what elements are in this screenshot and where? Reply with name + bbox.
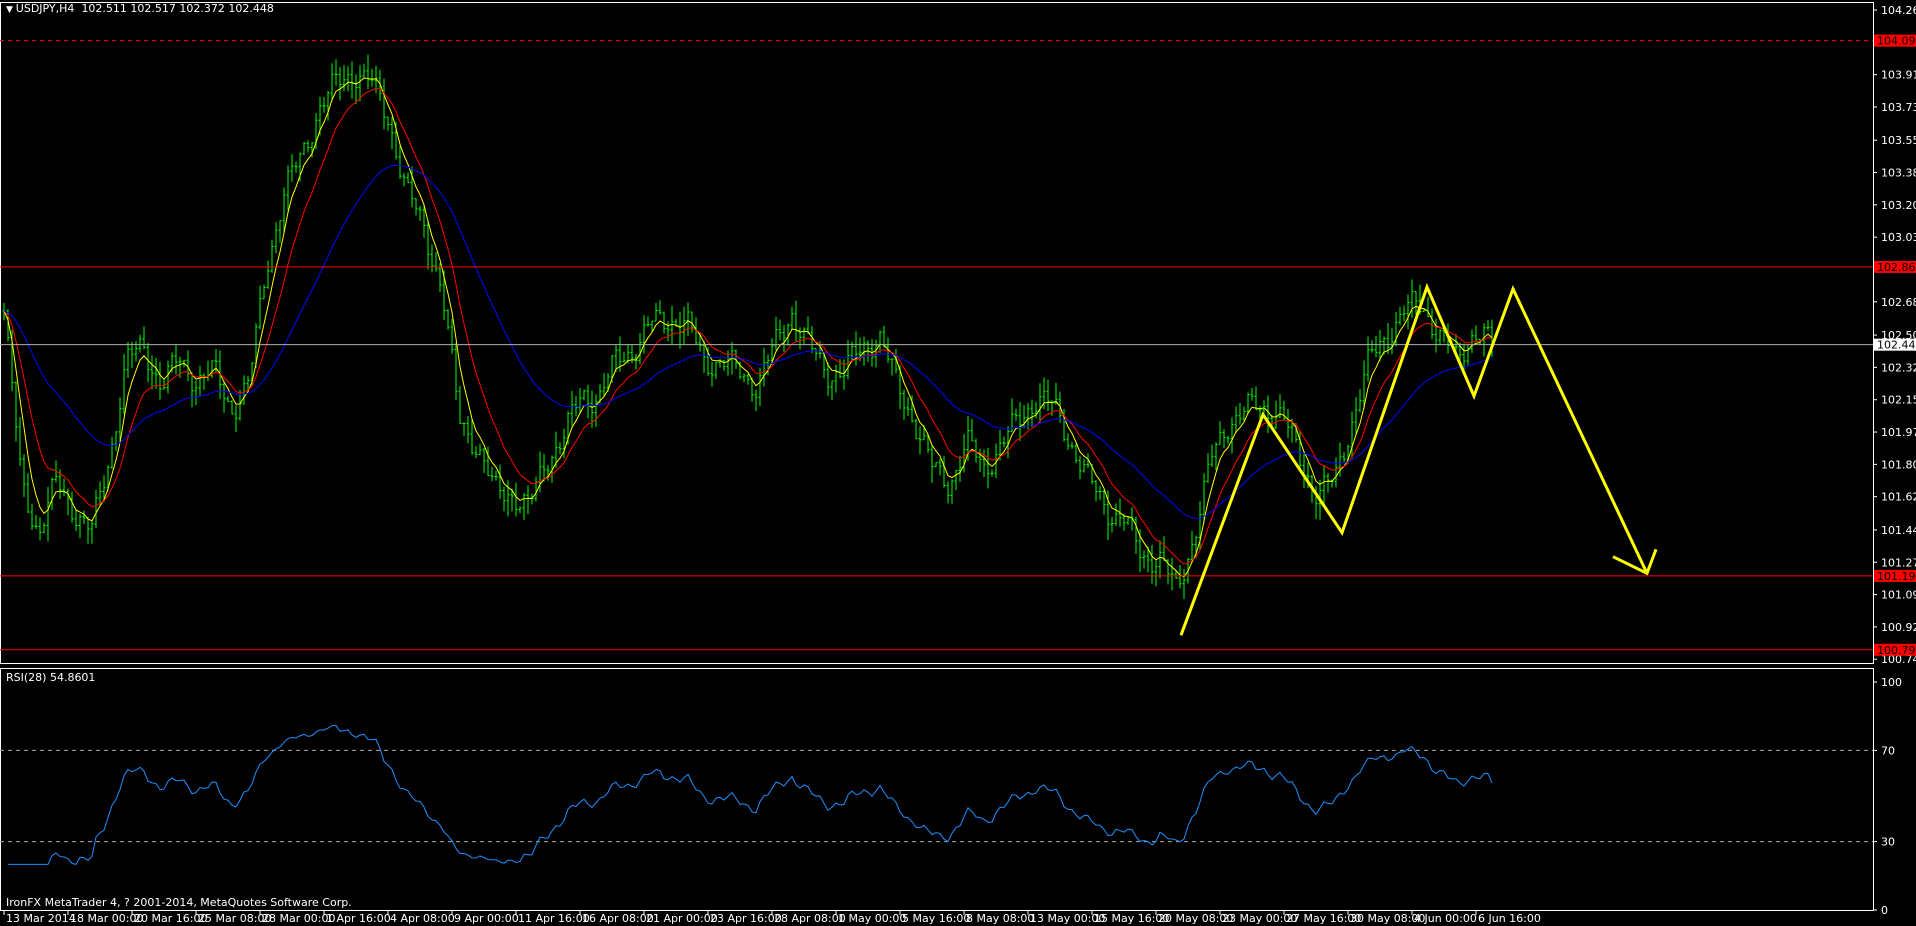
time-tick-label: 23 May 00:00 [1222,912,1297,925]
level-badge [1874,643,1916,656]
price-tick-label: 101.975 [1881,426,1916,439]
price-tick-label: 103.380 [1881,167,1916,180]
ma-mid-line [3,87,1493,565]
time-tick-label: 15 May 16:00 [1094,912,1169,925]
time-tick-label: 27 May 16:00 [1286,912,1361,925]
time-tick-label: 6 Jun 16:00 [1478,912,1541,925]
time-tick-label: 28 Apr 08:00 [774,912,846,925]
time-tick-label: 28 Mar 00:00 [262,912,335,925]
time-tick-label: 1 Apr 16:00 [326,912,391,925]
time-tick-label: 23 Apr 16:00 [710,912,782,925]
price-tick-label: 104.260 [1881,4,1916,17]
level-badge [1874,338,1916,351]
price-tick-label: 102.150 [1881,394,1916,407]
price-tick-label: 101.800 [1881,458,1916,471]
price-bars [2,54,1494,599]
time-tick-label: 13 May 00:00 [1030,912,1105,925]
price-tick-label: 102.680 [1881,296,1916,309]
price-tick-label: 103.205 [1881,199,1916,212]
level-label: 101.196 [1877,570,1916,583]
time-tick-label: 20 Mar 16:00 [134,912,207,925]
time-tick-label: 16 Apr 08:00 [582,912,654,925]
symbol-label: USDJPY,H4 [15,2,75,15]
time-tick-label: 25 Mar 08:00 [198,912,271,925]
price-tick-label: 100.920 [1881,621,1916,634]
time-tick-label: 11 Apr 16:00 [518,912,590,925]
rsi-tick-label: 70 [1881,744,1895,757]
rsi-tick-label: 30 [1881,836,1895,849]
price-tick-label: 101.445 [1881,524,1916,537]
level-label: 104.094 [1877,35,1916,48]
ohlc-values: 102.511 102.517 102.372 102.448 [81,2,274,15]
price-tick-label: 103.555 [1881,134,1916,147]
chart-header: ▼ USDJPY,H4 102.511 102.517 102.372 102.… [6,2,274,15]
time-tick-label: 4 Jun 00:00 [1414,912,1477,925]
rsi-tick-label: 100 [1881,676,1902,689]
triangle-down-icon[interactable]: ▼ [6,5,16,15]
rsi-line [8,725,1493,865]
level-badge [1874,569,1916,582]
price-tick-label: 100.745 [1881,653,1916,666]
price-tick-label: 103.735 [1881,101,1916,114]
time-tick-label: 13 Mar 2014 [6,912,76,925]
main-panel-frame [0,2,1874,664]
price-tick-label: 103.910 [1881,69,1916,82]
level-badge [1874,260,1916,273]
time-tick-label: 20 May 08:00 [1158,912,1233,925]
level-badge [1874,34,1916,47]
zigzag-drawing [1179,282,1649,636]
rsi-label: RSI(28) 54.8601 [6,671,96,684]
time-tick-label: 5 May 16:00 [902,912,970,925]
level-label: 100.796 [1877,644,1916,657]
rsi-tick-label: 0 [1881,904,1888,917]
price-tick-label: 101.625 [1881,491,1916,504]
level-label: 102.869 [1877,261,1916,274]
level-label: 102.448 [1877,339,1916,352]
time-tick-label: 1 May 00:00 [838,912,906,925]
time-tick-label: 8 May 08:00 [966,912,1034,925]
time-tick-label: 30 May 08:00 [1350,912,1425,925]
ma-slow-line [3,164,1493,519]
price-tick-label: 102.325 [1881,361,1916,374]
rsi-panel-frame [0,668,1874,911]
arrow-head [1612,548,1658,576]
time-tick-label: 18 Mar 00:00 [70,912,143,925]
price-tick-label: 103.030 [1881,231,1916,244]
time-tick-label: 21 Apr 00:00 [646,912,718,925]
copyright-footer: IronFX MetaTrader 4, ? 2001-2014, MetaQu… [6,896,352,909]
price-tick-label: 101.095 [1881,589,1916,602]
time-tick-label: 9 Apr 00:00 [454,912,519,925]
ma-fast-line [3,77,1493,578]
price-tick-label: 101.270 [1881,556,1916,569]
time-tick-label: 4 Apr 08:00 [390,912,455,925]
